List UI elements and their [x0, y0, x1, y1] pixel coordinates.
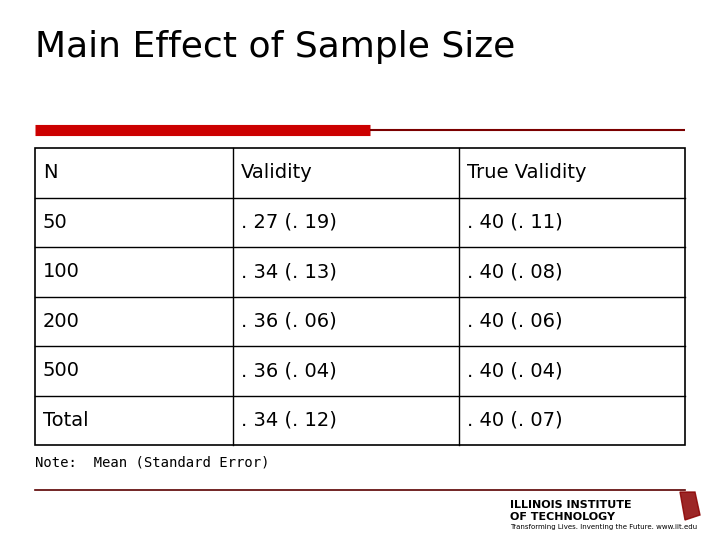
Text: . 34 (. 12): . 34 (. 12)	[241, 411, 337, 430]
Text: . 40 (. 08): . 40 (. 08)	[467, 262, 563, 281]
Text: . 40 (. 06): . 40 (. 06)	[467, 312, 563, 330]
Text: . 27 (. 19): . 27 (. 19)	[241, 213, 337, 232]
Text: N: N	[43, 163, 58, 183]
Text: Validity: Validity	[241, 163, 313, 183]
Text: . 36 (. 04): . 36 (. 04)	[241, 361, 337, 380]
Text: ILLINOIS INSTITUTE: ILLINOIS INSTITUTE	[510, 500, 631, 510]
Text: 500: 500	[43, 361, 80, 380]
Text: . 40 (. 07): . 40 (. 07)	[467, 411, 563, 430]
Text: . 40 (. 04): . 40 (. 04)	[467, 361, 563, 380]
Text: Note:  Mean (Standard Error): Note: Mean (Standard Error)	[35, 455, 269, 469]
Text: . 40 (. 11): . 40 (. 11)	[467, 213, 563, 232]
Text: 100: 100	[43, 262, 80, 281]
Text: Main Effect of Sample Size: Main Effect of Sample Size	[35, 30, 516, 64]
Text: . 34 (. 13): . 34 (. 13)	[241, 262, 337, 281]
Text: 50: 50	[43, 213, 68, 232]
Text: Total: Total	[43, 411, 89, 430]
Text: OF TECHNOLOGY: OF TECHNOLOGY	[510, 512, 615, 522]
Polygon shape	[680, 492, 700, 520]
Text: . 36 (. 06): . 36 (. 06)	[241, 312, 337, 330]
Bar	[35, 148, 685, 445]
Text: True Validity: True Validity	[467, 163, 587, 183]
Text: 200: 200	[43, 312, 80, 330]
Text: Transforming Lives. Inventing the Future. www.iit.edu: Transforming Lives. Inventing the Future…	[510, 524, 697, 530]
